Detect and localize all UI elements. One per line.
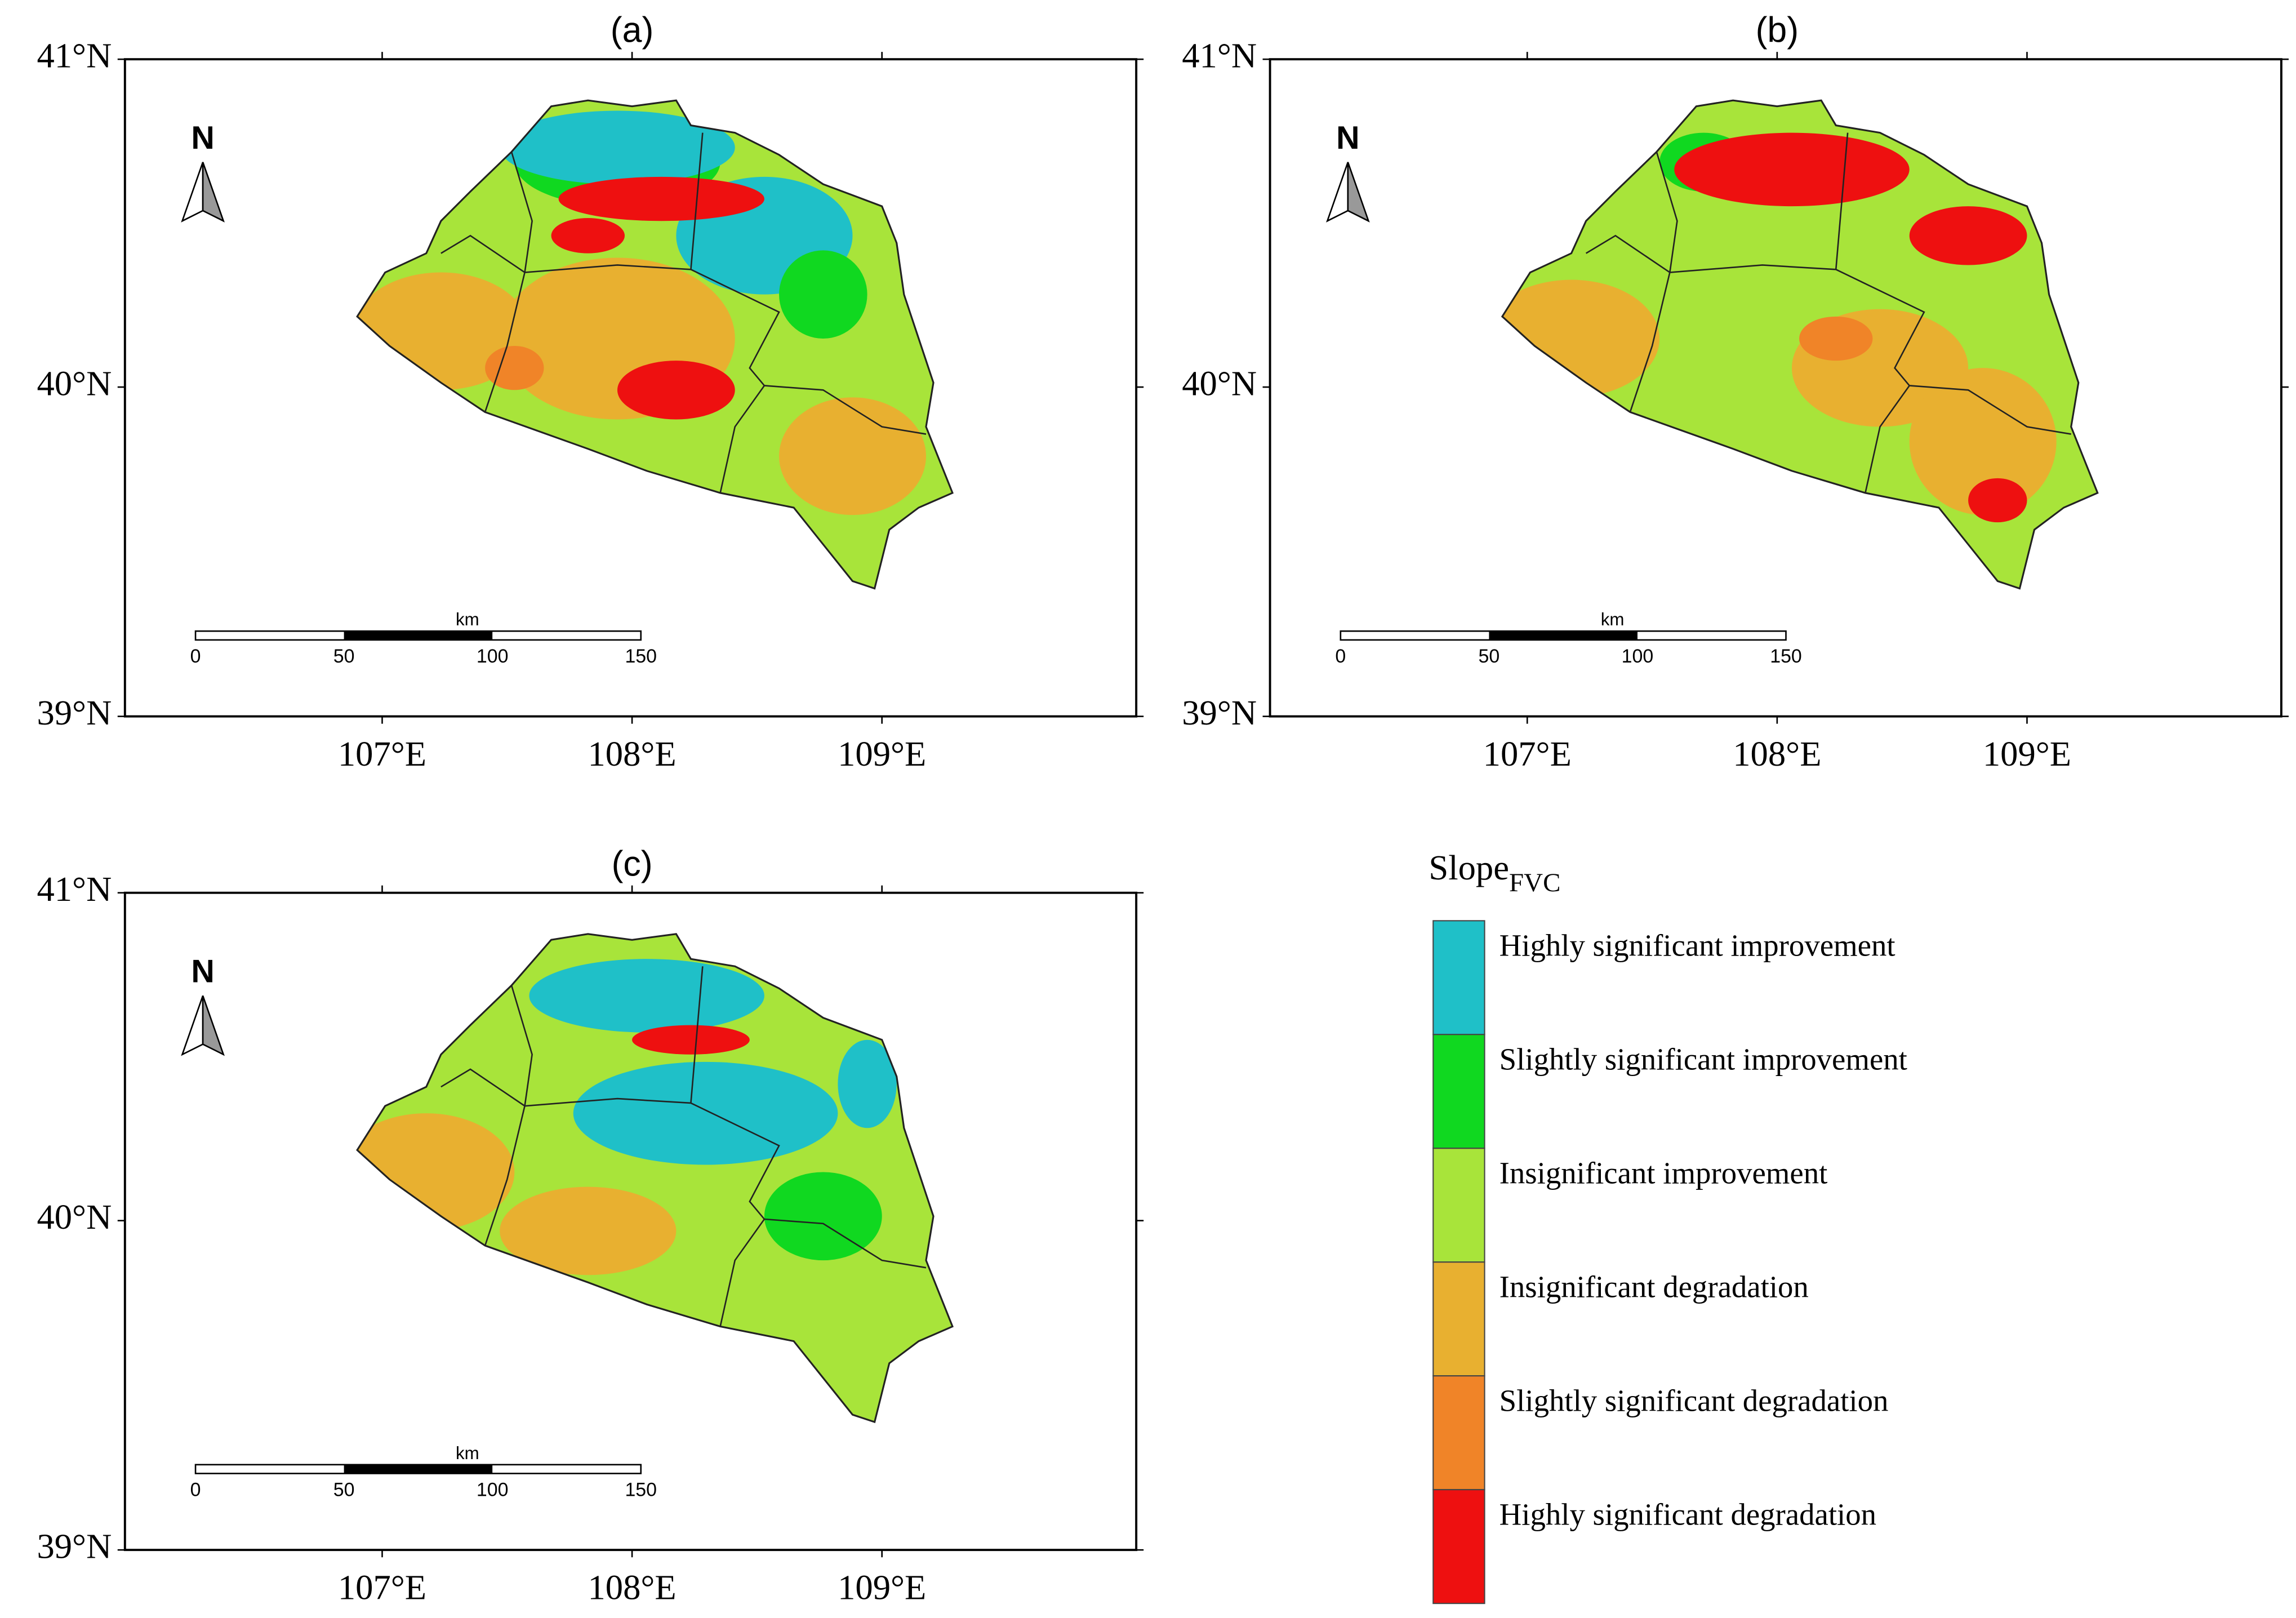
class-patch [500,110,735,184]
class-patch [779,250,867,339]
lon-label: 109°E [1983,734,2071,774]
legend-label: Insignificant degradation [1499,1269,1809,1304]
scale-bar [344,631,493,640]
lat-label: 39°N [1182,693,1257,732]
legend-swatch [1432,1148,1485,1263]
north-label: N [1336,120,1359,156]
north-arrow [181,162,204,223]
lat-label: 41°N [37,36,112,75]
legend-label: Highly significant improvement [1499,928,1895,962]
scale-unit: km [456,610,479,629]
legend-label: Insignificant improvement [1499,1155,1828,1190]
lat-label: 41°N [37,869,112,909]
scale-bar [344,1464,493,1474]
legend-title: SlopeFVC [1429,848,1560,897]
lat-label: 41°N [1182,36,1257,75]
study-region [1502,100,2098,589]
class-patch [529,959,764,1033]
scale-label: 100 [477,646,509,667]
lon-label: 108°E [588,734,676,774]
study-region [357,100,953,589]
scale-label: 50 [333,646,355,667]
scale-label: 0 [1335,646,1346,667]
class-patch [838,1039,897,1128]
legend-swatch [1432,1034,1485,1149]
scale-unit: km [1601,610,1625,629]
scale-label: 150 [1770,646,1802,667]
class-patch [500,1186,677,1275]
class-patch [1909,368,2057,515]
map-panel: (a) 41°N 40°N 39°N 107°E 108°E 109°E Nkm 0 50 100 1… [37,11,1144,774]
scale-label: 50 [1479,646,1500,667]
north-arrow [202,995,225,1056]
class-patch [551,217,625,254]
map-panel: (c) 41°N 40°N 39°N 107°E 108°E 109°E Nkm 0 50 100 1… [37,844,1144,1607]
north-arrow [202,162,225,223]
scale-label: 0 [190,1479,201,1501]
legend-label: Slightly significant degradation [1499,1383,1889,1417]
county-boundary [440,966,927,1327]
north-arrow [1326,162,1349,223]
class-patch [779,397,926,515]
lon-label: 107°E [338,1568,426,1607]
class-patch [1968,478,2027,523]
scale-label: 150 [625,646,657,667]
county-boundary [1585,132,2071,494]
class-patch [1674,132,1910,207]
class-patch [617,361,735,420]
north-label: N [191,120,214,156]
panel-label: (b) [1756,11,1799,50]
study-region [357,934,953,1423]
lon-label: 108°E [588,1568,676,1607]
panel-label: (c) [612,844,653,883]
county-boundary [440,132,927,494]
legend-swatch [1432,920,1485,1035]
scale-label: 150 [625,1479,657,1501]
scale-label: 100 [1622,646,1654,667]
lon-label: 109°E [838,734,926,774]
lon-label: 109°E [838,1568,926,1607]
legend-label: Highly significant degradation [1499,1497,1876,1531]
lon-label: 107°E [1483,734,1572,774]
scale-label: 0 [190,646,201,667]
scale-label: 50 [333,1479,355,1501]
class-patch [485,346,544,390]
class-patch [1909,206,2027,265]
north-arrow [181,995,204,1056]
map-panel: (b) 41°N 40°N 39°N 107°E 108°E 109°E Nkm 0 50 100 1… [1182,11,2289,774]
scale-label: 100 [477,1479,509,1501]
lat-label: 39°N [37,693,112,732]
scale-unit: km [456,1443,479,1463]
lon-label: 108°E [1733,734,1821,774]
class-patch [632,1025,750,1055]
lat-label: 40°N [1182,363,1257,403]
class-patch [1502,279,1660,398]
class-patch [764,1172,882,1261]
north-arrow [1347,162,1370,223]
legend-swatch [1432,1375,1485,1491]
class-patch [573,1061,838,1165]
legend-label: Slightly significant improvement [1499,1042,1907,1076]
class-patch [357,1113,515,1231]
lat-label: 40°N [37,1197,112,1237]
class-patch [1799,316,1873,361]
lat-label: 40°N [37,363,112,403]
scale-bar [1489,631,1638,640]
legend: SlopeFVC Highly significant improvement S… [1429,848,1907,1604]
north-label: N [191,953,214,989]
legend-swatch [1432,1261,1485,1377]
class-patch [558,176,764,221]
legend-swatch [1432,1489,1485,1604]
lat-label: 39°N [37,1527,112,1566]
panel-label: (a) [611,11,654,50]
lon-label: 107°E [338,734,426,774]
